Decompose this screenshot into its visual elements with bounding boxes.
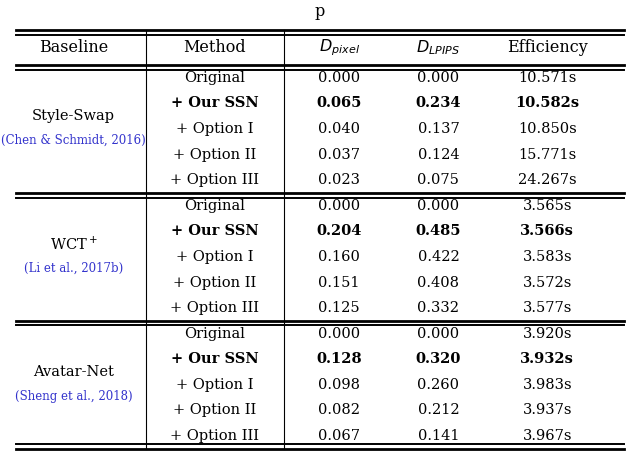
Text: 0.204: 0.204 [317,224,362,238]
Text: + Option I: + Option I [175,250,253,264]
Text: 0.125: 0.125 [318,301,360,315]
Text: 0.067: 0.067 [318,429,360,443]
Text: 0.128: 0.128 [316,352,362,366]
Text: Baseline: Baseline [39,39,108,56]
Text: 0.212: 0.212 [417,403,460,417]
Text: 0.124: 0.124 [417,147,460,162]
Text: 0.000: 0.000 [417,199,460,213]
Text: 0.000: 0.000 [417,71,460,85]
Text: Method: Method [183,39,246,56]
Text: + Option III: + Option III [170,173,259,187]
Text: + Our SSN: + Our SSN [170,352,259,366]
Text: 0.075: 0.075 [417,173,460,187]
Text: 0.065: 0.065 [317,97,362,110]
Text: 10.571s: 10.571s [518,71,577,85]
Text: 3.577s: 3.577s [522,301,572,315]
Text: + Option III: + Option III [170,301,259,315]
Text: $D_{LPIPS}$: $D_{LPIPS}$ [417,38,460,57]
Text: 0.037: 0.037 [318,147,360,162]
Text: 0.160: 0.160 [318,250,360,264]
Text: 3.937s: 3.937s [522,403,572,417]
Text: 3.932s: 3.932s [520,352,574,366]
Text: 0.422: 0.422 [417,250,460,264]
Text: 0.000: 0.000 [318,199,360,213]
Text: Original: Original [184,327,245,341]
Text: 10.582s: 10.582s [515,97,579,110]
Text: 0.098: 0.098 [318,378,360,392]
Text: 0.023: 0.023 [318,173,360,187]
Text: 0.320: 0.320 [416,352,461,366]
Text: (Chen & Schmidt, 2016): (Chen & Schmidt, 2016) [1,134,146,147]
Text: + Option I: + Option I [175,378,253,392]
Text: 10.850s: 10.850s [518,122,577,136]
Text: 0.040: 0.040 [318,122,360,136]
Text: + Our SSN: + Our SSN [170,97,259,110]
Text: 0.332: 0.332 [417,301,460,315]
Text: 3.566s: 3.566s [520,224,574,238]
Text: Style-Swap: Style-Swap [32,109,115,123]
Text: 3.983s: 3.983s [522,378,572,392]
Text: + Option III: + Option III [170,429,259,443]
Text: + Option I: + Option I [175,122,253,136]
Text: + Option II: + Option II [173,403,256,417]
Text: 0.151: 0.151 [319,276,360,289]
Text: p: p [315,3,325,20]
Text: 0.141: 0.141 [418,429,459,443]
Text: 3.583s: 3.583s [522,250,572,264]
Text: 0.000: 0.000 [318,327,360,341]
Text: $D_{pixel}$: $D_{pixel}$ [319,37,360,58]
Text: 0.000: 0.000 [318,71,360,85]
Text: 0.260: 0.260 [417,378,460,392]
Text: 24.267s: 24.267s [518,173,577,187]
Text: Efficiency: Efficiency [507,39,588,56]
Text: Original: Original [184,199,245,213]
Text: WCT$^+$: WCT$^+$ [50,235,97,253]
Text: (Li et al., 2017b): (Li et al., 2017b) [24,262,124,275]
Text: 3.565s: 3.565s [522,199,572,213]
Text: (Sheng et al., 2018): (Sheng et al., 2018) [15,390,132,403]
Text: + Option II: + Option II [173,147,256,162]
Text: 0.000: 0.000 [417,327,460,341]
Text: 0.082: 0.082 [318,403,360,417]
Text: 3.967s: 3.967s [522,429,572,443]
Text: Original: Original [184,71,245,85]
Text: + Our SSN: + Our SSN [170,224,259,238]
Text: 0.137: 0.137 [417,122,460,136]
Text: 0.485: 0.485 [415,224,461,238]
Text: 3.572s: 3.572s [522,276,572,289]
Text: 0.408: 0.408 [417,276,460,289]
Text: 15.771s: 15.771s [518,147,577,162]
Text: + Option II: + Option II [173,276,256,289]
Text: 0.234: 0.234 [415,97,461,110]
Text: 3.920s: 3.920s [522,327,572,341]
Text: Avatar-Net: Avatar-Net [33,365,114,379]
